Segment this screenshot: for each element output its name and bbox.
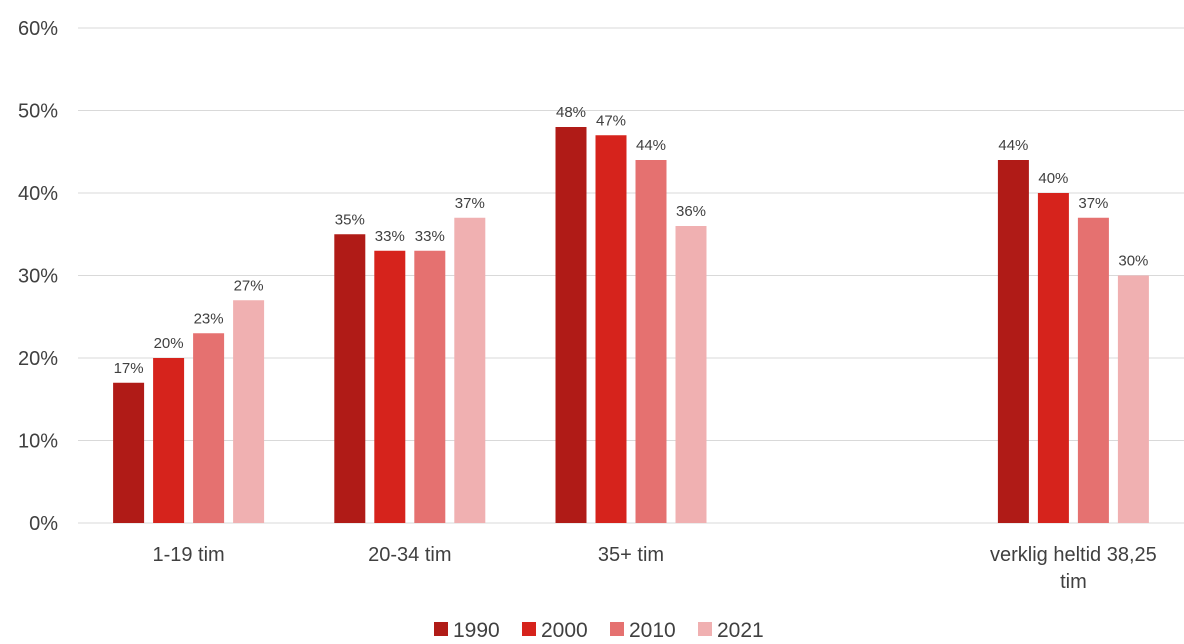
data-label: 17%	[114, 360, 144, 377]
y-tick-label: 30%	[18, 266, 58, 288]
bar	[374, 250, 406, 523]
bar	[675, 226, 707, 523]
legend-swatch	[698, 622, 712, 636]
data-label: 33%	[415, 228, 445, 245]
data-label: 44%	[636, 137, 666, 154]
y-tick-label: 0%	[29, 513, 58, 535]
data-label: 36%	[676, 203, 706, 220]
y-tick-label: 50%	[18, 101, 58, 123]
bar	[454, 217, 486, 523]
bar	[414, 250, 446, 523]
data-labels: 17% 20% 23% 27% 35% 33% 33% 37% 48% 47% 44% 36% 44% 4…	[114, 104, 1149, 377]
legend-label: 2010	[629, 619, 676, 642]
x-tick-label-line: 20-34 tim	[368, 544, 451, 566]
bar	[334, 234, 366, 523]
data-label: 47%	[596, 112, 626, 129]
bar	[1037, 193, 1069, 523]
x-tick-label: 35+ tim	[598, 544, 664, 566]
x-tick-label: 20-34 tim	[368, 544, 451, 566]
data-label: 20%	[154, 335, 184, 352]
x-tick-label-line: 1-19 tim	[152, 544, 224, 566]
data-label: 35%	[335, 211, 365, 228]
data-label: 27%	[234, 277, 264, 294]
data-label: 44%	[998, 137, 1028, 154]
data-label: 23%	[194, 310, 224, 327]
bar	[193, 333, 225, 523]
x-tick-label: 1-19 tim	[152, 544, 224, 566]
bar	[635, 160, 667, 523]
data-label: 30%	[1118, 253, 1148, 270]
bar	[595, 135, 627, 523]
legend-swatch	[610, 622, 624, 636]
x-axis: 1-19 tim 20-34 tim 35+ tim verklig heltid 3…	[152, 544, 1156, 593]
legend-swatch	[522, 622, 536, 636]
y-tick-label: 60%	[18, 18, 58, 40]
bar	[997, 160, 1029, 523]
x-tick-label-line: tim	[1060, 571, 1087, 593]
x-tick-label: verklig heltid 38,25 tim	[990, 544, 1157, 593]
data-label: 33%	[375, 228, 405, 245]
x-tick-label-line: verklig heltid 38,25	[990, 544, 1157, 566]
legend-label: 1990	[453, 619, 500, 642]
legend: 1990 2000 2010 2021	[434, 619, 764, 642]
y-tick-label: 40%	[18, 183, 58, 205]
bar	[113, 382, 145, 523]
bar	[153, 358, 185, 523]
data-label: 37%	[455, 195, 485, 212]
bar	[233, 300, 265, 523]
legend-label: 2021	[717, 619, 764, 642]
legend-label: 2000	[541, 619, 588, 642]
bar	[555, 127, 587, 523]
data-label: 37%	[1078, 195, 1108, 212]
bars	[113, 127, 1149, 523]
bar	[1117, 275, 1149, 523]
data-label: 40%	[1038, 170, 1068, 187]
y-axis: 0% 10% 20% 30% 40% 50% 60%	[18, 18, 58, 535]
bar	[1077, 217, 1109, 523]
data-label: 48%	[556, 104, 586, 121]
legend-swatch	[434, 622, 448, 636]
x-tick-label-line: 35+ tim	[598, 544, 664, 566]
y-tick-label: 10%	[18, 431, 58, 453]
y-tick-label: 20%	[18, 348, 58, 370]
